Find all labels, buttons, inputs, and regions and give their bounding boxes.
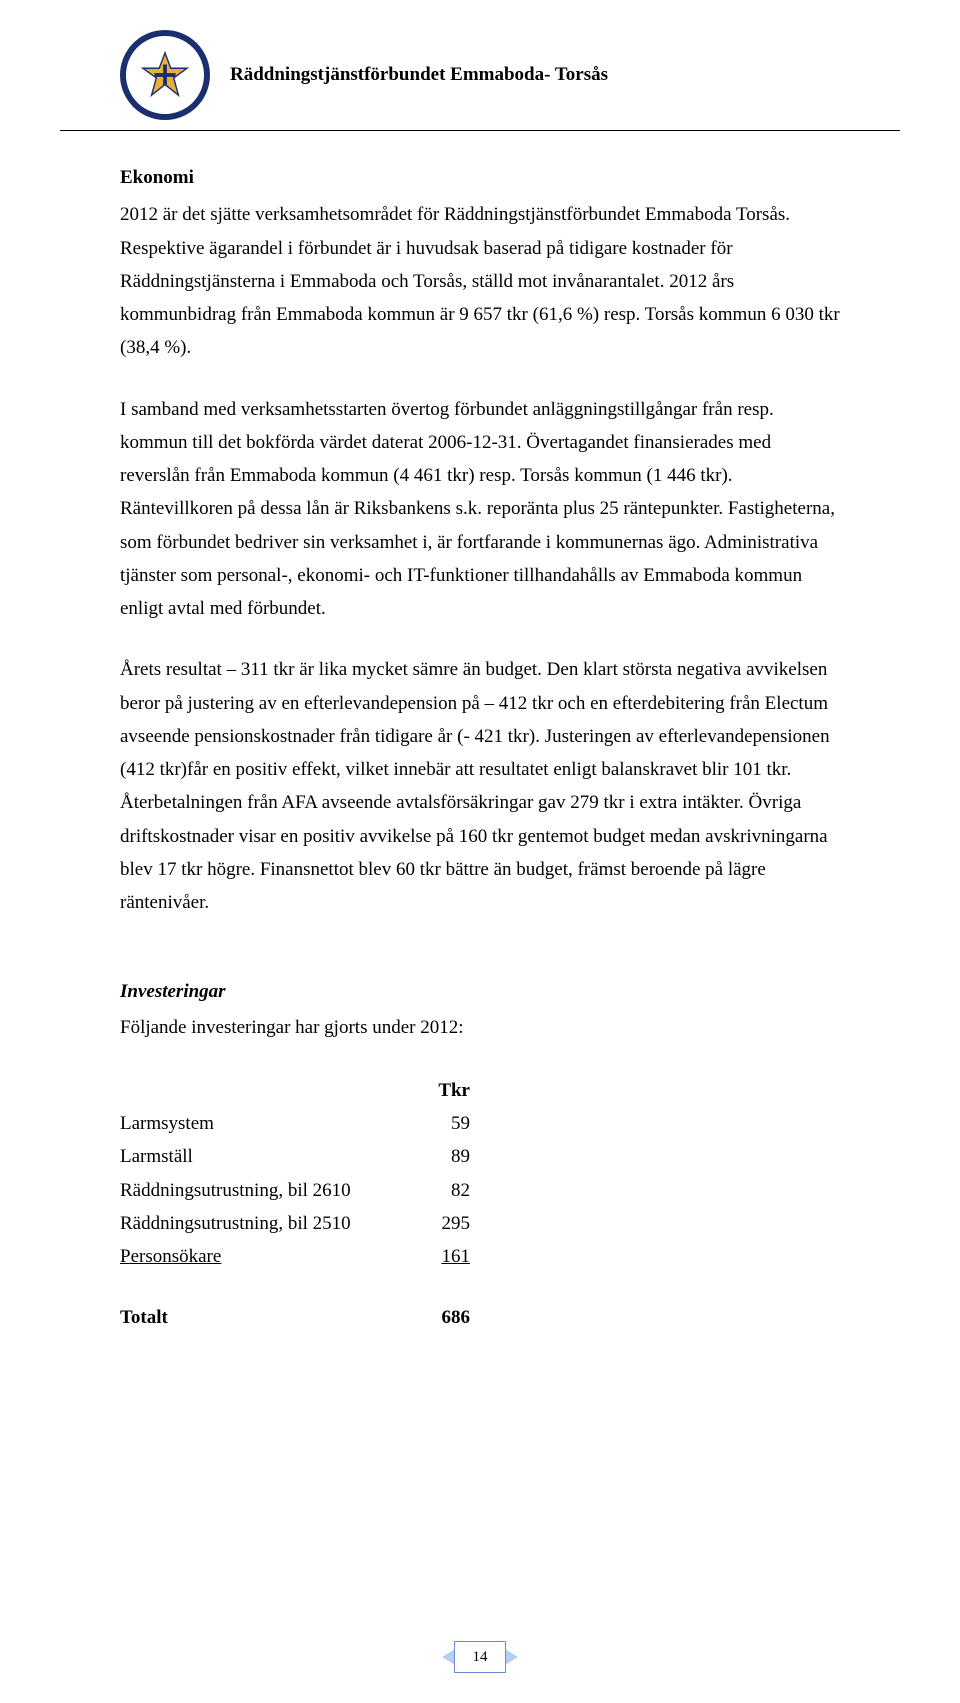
table-cell-value: 82 [410,1174,470,1207]
table-total-value: 686 [410,1301,470,1334]
table-row: Larmställ 89 [120,1140,840,1173]
spacer [120,1273,840,1301]
table-cell-value: 295 [410,1207,470,1240]
paragraph: Årets resultat – 311 tkr är lika mycket … [120,653,840,919]
paragraph: I samband med verksamhetsstarten övertog… [120,393,840,626]
spacer [120,1044,840,1068]
paragraph: 2012 är det sjätte verksamhetsområdet fö… [120,198,840,364]
table-row: Personsökare 161 [120,1240,840,1273]
table-cell-label: Räddningsutrustning, bil 2510 [120,1207,410,1240]
table-row: Räddningsutrustning, bil 2510 295 [120,1207,840,1240]
investments-table: Tkr Larmsystem 59 Larmställ 89 Räddnings… [120,1074,840,1335]
document-body: Ekonomi 2012 är det sjätte verksamhetsom… [0,161,960,1395]
table-cell-label: Räddningsutrustning, bil 2610 [120,1174,410,1207]
section-heading-ekonomi: Ekonomi [120,161,840,194]
table-header-blank [120,1074,410,1107]
table-cell-value: 161 [410,1240,470,1273]
table-cell-label: Personsökare [120,1240,410,1273]
header-title: Räddningstjänstförbundet Emmaboda- Torså… [230,64,840,86]
invest-intro: Följande investeringar har gjorts under … [120,1011,840,1044]
table-cell-value: 89 [410,1140,470,1173]
page-header: Räddningstjänstförbundet Emmaboda- Torså… [60,0,900,131]
logo-container [120,30,210,120]
org-logo [120,30,210,120]
spacer [120,947,840,975]
page-number: 14 [454,1641,506,1673]
table-cell-value: 59 [410,1107,470,1140]
table-header-row: Tkr [120,1074,840,1107]
page-footer: 14 [442,1641,518,1673]
table-cell-label: Larmsystem [120,1107,410,1140]
section-heading-investeringar: Investeringar [120,975,840,1008]
table-cell-label: Larmställ [120,1140,410,1173]
table-header-tkr: Tkr [410,1074,470,1107]
table-row: Larmsystem 59 [120,1107,840,1140]
table-total-label: Totalt [120,1301,410,1334]
table-row: Räddningsutrustning, bil 2610 82 [120,1174,840,1207]
logo-star-icon [141,51,189,99]
table-total-row: Totalt 686 [120,1301,840,1334]
